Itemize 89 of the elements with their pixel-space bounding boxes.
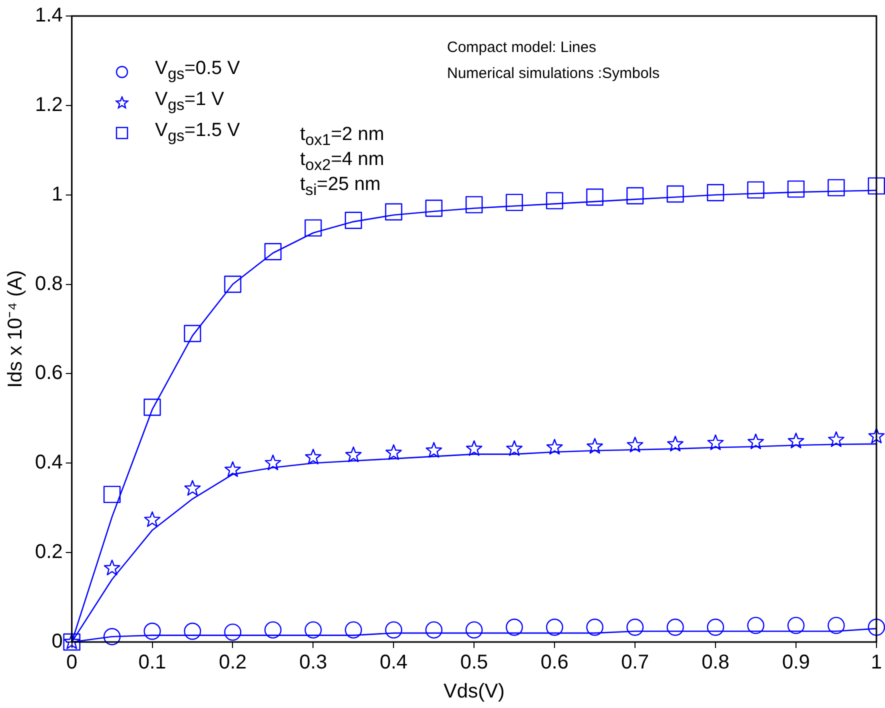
point bbox=[385, 444, 402, 460]
point bbox=[546, 192, 564, 210]
point bbox=[385, 203, 402, 220]
annotation: Numerical simulations :Symbols bbox=[447, 64, 660, 84]
point bbox=[104, 560, 120, 576]
y-tick-label: 1.4 bbox=[34, 4, 63, 27]
point bbox=[264, 243, 282, 260]
annotation: t$_{ox2}$=4 nm bbox=[300, 149, 384, 176]
point bbox=[706, 184, 724, 202]
point bbox=[706, 618, 724, 636]
legend-label: V$_{gs}$=1 V bbox=[155, 88, 224, 116]
point bbox=[103, 628, 121, 646]
point bbox=[546, 438, 563, 455]
point bbox=[426, 442, 442, 458]
point bbox=[667, 436, 684, 452]
x-tick-label: 0.6 bbox=[540, 652, 568, 674]
y-tick-label: 0.6 bbox=[34, 362, 63, 384]
point bbox=[224, 624, 242, 641]
x-tick-label: 1 bbox=[870, 652, 882, 674]
point bbox=[626, 436, 644, 452]
point bbox=[868, 428, 885, 444]
point bbox=[184, 480, 201, 496]
point bbox=[828, 616, 845, 634]
point bbox=[626, 187, 644, 204]
point bbox=[868, 618, 885, 636]
point bbox=[506, 618, 523, 636]
legend-label: V$_{gs}$=1.5 V bbox=[155, 120, 240, 146]
annotation: Compact model: Lines bbox=[447, 38, 596, 58]
point bbox=[747, 181, 764, 199]
y-tick-label: 0.2 bbox=[34, 541, 63, 564]
y-tick-label: 0.4 bbox=[34, 452, 63, 474]
point bbox=[466, 196, 483, 214]
y-axis-title: Ids x 10⁻⁴ (A) bbox=[4, 270, 27, 388]
point bbox=[184, 324, 202, 342]
point bbox=[586, 618, 604, 636]
point bbox=[707, 434, 724, 450]
annotation: t$_{ox1}$=2 nm bbox=[300, 124, 384, 151]
point bbox=[224, 461, 241, 477]
point bbox=[425, 621, 442, 639]
x-tick-label: 0.8 bbox=[702, 652, 730, 674]
point bbox=[264, 454, 282, 470]
point bbox=[787, 180, 805, 198]
point bbox=[828, 179, 845, 196]
point bbox=[506, 194, 523, 212]
point bbox=[385, 621, 402, 639]
x-tick-label: 0.4 bbox=[380, 652, 408, 674]
point bbox=[344, 621, 362, 639]
x-tick-label: 0.9 bbox=[782, 652, 810, 674]
point bbox=[144, 622, 161, 640]
x-tick-label: 0 bbox=[66, 652, 78, 674]
point bbox=[586, 438, 604, 454]
x-tick-label: 0.1 bbox=[138, 652, 166, 674]
point bbox=[264, 621, 282, 639]
point bbox=[546, 618, 564, 636]
x-tick-label: 0.2 bbox=[218, 652, 247, 674]
point bbox=[224, 276, 242, 293]
point bbox=[103, 486, 121, 504]
point bbox=[586, 188, 604, 206]
x-tick-label: 0.7 bbox=[621, 652, 649, 674]
point bbox=[184, 622, 202, 640]
point bbox=[828, 431, 844, 447]
point bbox=[144, 398, 161, 416]
point bbox=[466, 621, 483, 639]
point bbox=[748, 434, 764, 450]
point bbox=[304, 621, 322, 639]
point bbox=[506, 440, 523, 456]
x-axis-title: Vds(V) bbox=[444, 680, 505, 703]
point bbox=[787, 616, 805, 634]
point bbox=[466, 440, 482, 456]
annotation: t$_{si}$=25 nm bbox=[300, 174, 381, 201]
point bbox=[425, 200, 442, 217]
point bbox=[666, 618, 684, 636]
point bbox=[144, 511, 160, 527]
y-tick-label: 1 bbox=[52, 183, 63, 206]
x-tick-label: 0.3 bbox=[299, 652, 328, 674]
point bbox=[626, 618, 644, 636]
point bbox=[868, 177, 885, 195]
legend-label: V$_{gs}$=0.5 V bbox=[155, 58, 240, 85]
x-tick-label: 0.5 bbox=[460, 652, 488, 674]
point bbox=[304, 219, 322, 237]
point bbox=[345, 446, 362, 462]
point bbox=[747, 616, 764, 634]
point bbox=[304, 448, 322, 464]
y-tick-label: 1.2 bbox=[34, 94, 63, 116]
point bbox=[788, 432, 804, 448]
point bbox=[666, 185, 684, 203]
point bbox=[344, 212, 362, 229]
y-tick-label: 0.8 bbox=[34, 272, 63, 295]
y-tick-label: 0 bbox=[52, 630, 63, 653]
